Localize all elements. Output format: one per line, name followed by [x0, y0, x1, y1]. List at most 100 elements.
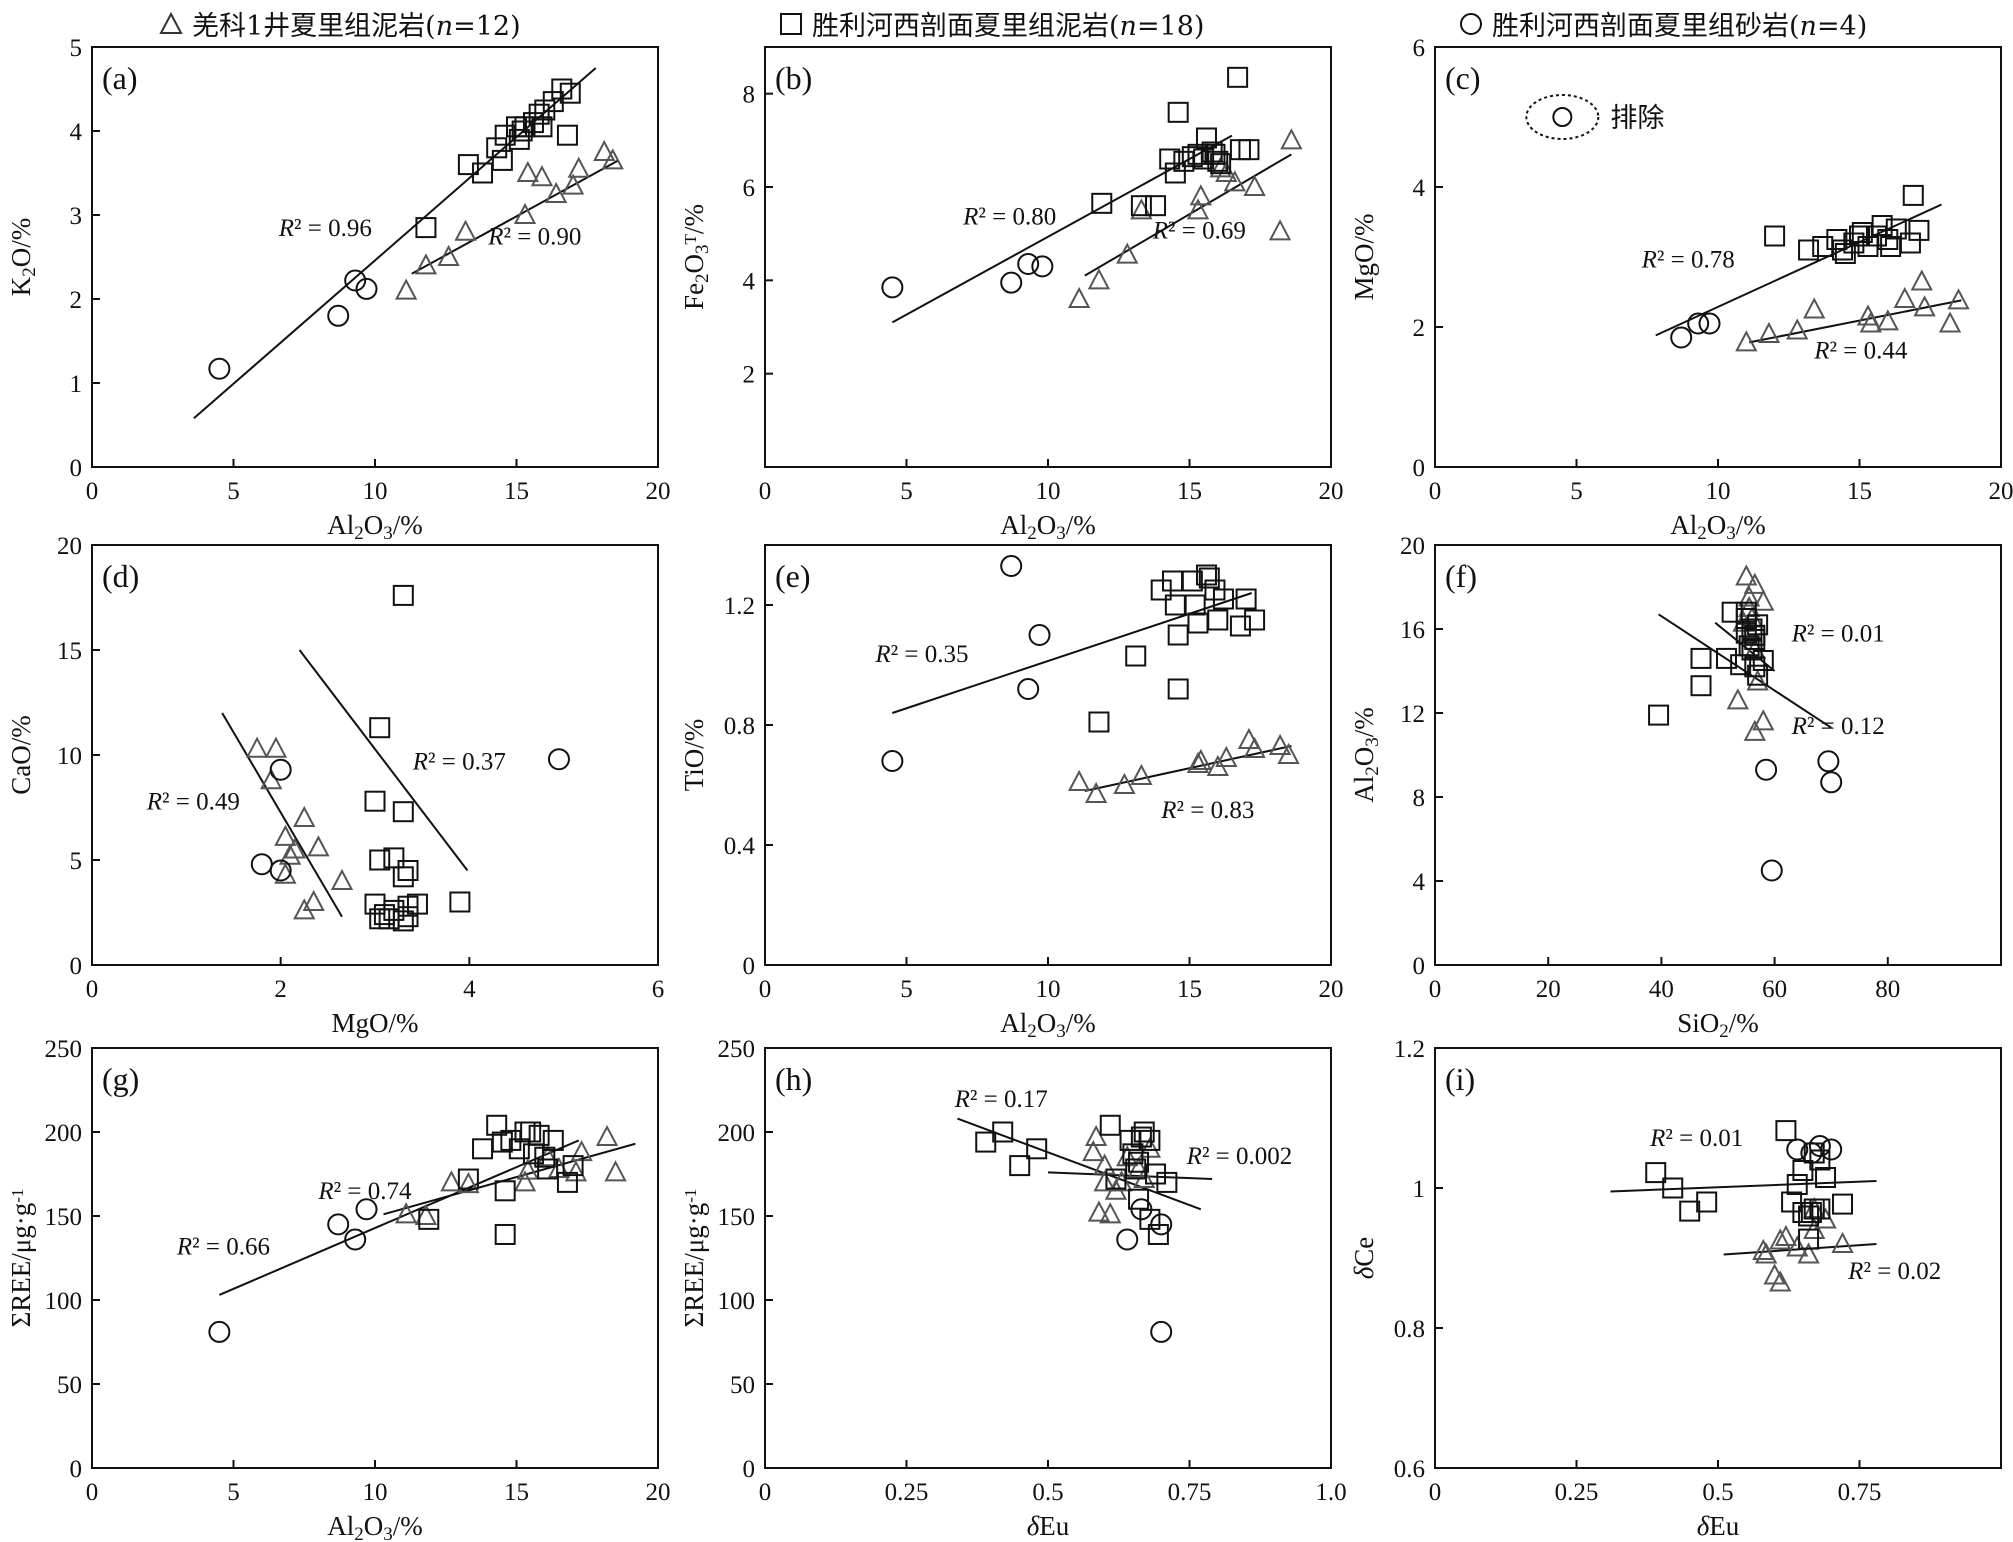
triangle-point	[1186, 198, 1210, 220]
y-tick-label: 8	[743, 82, 756, 109]
legend-item-square: 胜利河西剖面夏里组泥岩(n=18)	[778, 4, 1204, 43]
y-tick-label: 100	[718, 1288, 756, 1315]
panel-label: (d)	[102, 558, 139, 594]
triangle-point	[1215, 160, 1238, 182]
y-axis-label: ΣREE/μg·g-1	[679, 1189, 709, 1328]
square-point	[1238, 139, 1260, 161]
x-tick-label: 5	[1570, 478, 1583, 505]
triangle-point	[516, 1158, 539, 1180]
triangle-point	[394, 1202, 418, 1224]
r-squared-label: R² = 0.12	[1791, 713, 1885, 740]
triangle-point	[567, 156, 590, 178]
x-tick-label: 0	[1429, 976, 1442, 1003]
square-point	[992, 1121, 1014, 1143]
square-point	[1145, 195, 1167, 217]
square-point	[1735, 601, 1757, 623]
triangle-point	[283, 837, 306, 859]
triangle-point	[1910, 269, 1933, 291]
square-marker-icon	[780, 12, 802, 35]
plot-frame	[91, 544, 659, 966]
plot-frame	[764, 1047, 1332, 1469]
square-point	[392, 801, 414, 823]
legend-label: 羌科1井夏里组泥岩(n=12)	[192, 11, 521, 42]
x-axis-label: Al2O3/%	[327, 1511, 423, 1542]
x-tick-label: 15	[1177, 976, 1202, 1003]
triangle-point	[1876, 309, 1899, 331]
x-tick-label: 15	[504, 478, 529, 505]
square-point	[364, 790, 386, 812]
x-tick-label: 5	[227, 478, 240, 505]
square-point	[418, 1208, 440, 1230]
r-squared-label: R² = 0.83	[1160, 797, 1254, 824]
y-tick-label: 16	[1400, 617, 1425, 644]
square-point	[449, 891, 471, 913]
y-tick-label: 150	[45, 1204, 83, 1231]
square-point	[369, 717, 391, 739]
legend-item-circle: 胜利河西剖面夏里组砂岩(n=4)	[1458, 4, 1867, 43]
legend-label: 胜利河西剖面夏里组砂岩(n=4)	[1492, 11, 1868, 42]
circle-point	[1808, 1135, 1831, 1157]
x-tick-label: 0	[759, 976, 772, 1003]
x-tick-label: 5	[900, 976, 913, 1003]
panel-i: 0 0.25 0.5 0.75 0.6 0.8 1 1.2 δEu δCe (i) R² = 0.01…	[1349, 1036, 2002, 1541]
circle-point	[269, 758, 292, 781]
square-point	[1088, 711, 1110, 733]
triangle-point	[1189, 748, 1212, 770]
triangle-point	[457, 1171, 480, 1194]
square-point	[1832, 1193, 1854, 1215]
triangle-point	[307, 835, 330, 857]
y-tick-label: 0.4	[724, 833, 756, 860]
x-tick-label: 15	[504, 1479, 529, 1506]
square-point	[528, 103, 550, 125]
triangle-point	[1752, 709, 1775, 731]
x-tick-label: 20	[646, 1479, 671, 1506]
square-point	[1091, 192, 1113, 214]
circle-point	[355, 277, 378, 300]
y-tick-label: 0	[70, 455, 83, 482]
panel-d: 0 2 4 6 0 5 10 15 20 MgO/% CaO/% (d) R² = 0.49 R² = 0…	[6, 533, 664, 1038]
triangle-point	[278, 843, 302, 865]
triangle-point	[1743, 572, 1766, 594]
circle-point	[344, 269, 367, 292]
square-point	[457, 1168, 479, 1190]
square-point	[1167, 101, 1189, 123]
x-axis-label: Al2O3/%	[1000, 1008, 1096, 1042]
r-squared-label: R² = 0.90	[487, 223, 581, 250]
triangle-point	[1737, 585, 1761, 607]
triangle-point	[513, 1170, 537, 1192]
triangle-point	[1913, 295, 1936, 317]
square-point	[1227, 66, 1249, 88]
plot-frame	[1434, 544, 2002, 966]
x-tick-label: 40	[1649, 976, 1674, 1003]
square-point	[1696, 1191, 1718, 1213]
triangle-point	[1186, 751, 1210, 773]
square-point	[537, 1158, 559, 1180]
panel-label: (h)	[775, 1061, 812, 1097]
y-tick-label: 50	[730, 1372, 755, 1399]
circle-point	[881, 750, 904, 772]
x-tick-label: 10	[1706, 478, 1731, 505]
circle-point	[355, 1198, 378, 1221]
triangle-point	[437, 244, 460, 266]
square-point	[1105, 1168, 1127, 1190]
y-axis-label: Al2O3/%	[1349, 707, 1383, 803]
square-point	[397, 860, 419, 881]
y-tick-label: 8	[1413, 785, 1426, 812]
circle-point	[1820, 1138, 1843, 1161]
circle-point	[250, 853, 273, 876]
triangle-point	[1797, 1242, 1820, 1264]
circle-point	[1786, 1138, 1809, 1161]
circle-point	[1028, 624, 1051, 646]
triangle-point	[1769, 1270, 1792, 1292]
y-tick-label: 50	[57, 1372, 82, 1399]
square-point	[1662, 1177, 1684, 1199]
panel-label: (e)	[775, 558, 811, 594]
x-tick-label: 0	[86, 1479, 99, 1506]
y-tick-label: 2	[1413, 315, 1426, 342]
panel-label: (b)	[775, 60, 812, 96]
triangle-point	[1084, 1124, 1108, 1147]
x-tick-label: 0.5	[1032, 1479, 1063, 1506]
r-squared-label: R² = 0.66	[176, 1234, 270, 1261]
r-squared-label: R² = 0.49	[146, 789, 240, 816]
y-tick-label: 4	[1413, 869, 1426, 896]
